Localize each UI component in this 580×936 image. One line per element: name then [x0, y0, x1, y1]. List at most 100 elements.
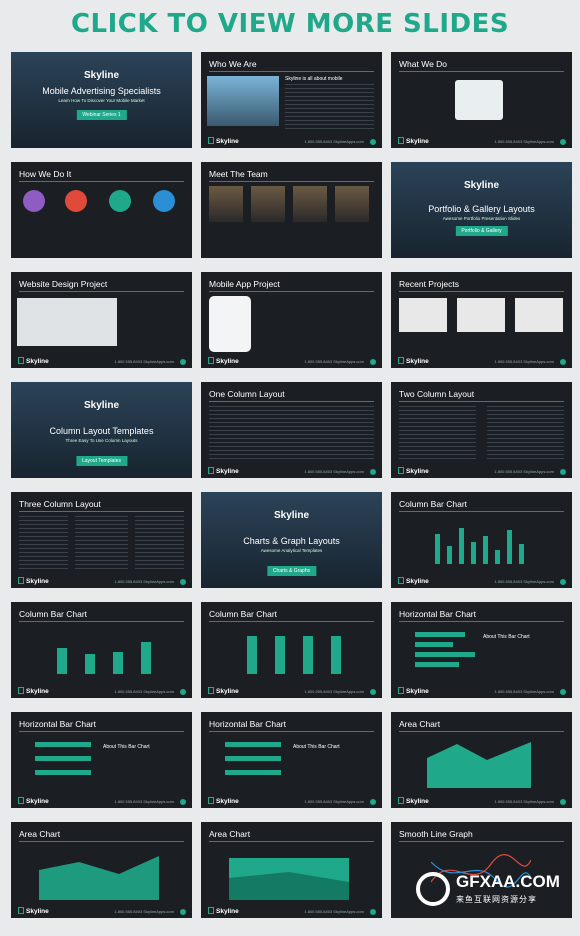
slide-title: Column Bar Chart [209, 609, 278, 619]
slide-meet-the-team[interactable]: Meet The Team [201, 162, 382, 258]
footer-contact: 1.800.555.8403 SkylineApps.com [494, 469, 554, 474]
slide-title: Area Chart [19, 829, 61, 839]
footer-dot [370, 359, 376, 365]
slide-button[interactable]: Charts & Graphs [266, 566, 317, 576]
slide-two-column-layout[interactable]: Two Column Layout Skyline 1.800.555.8403 … [391, 382, 572, 478]
footer-contact: 1.800.555.8403 SkylineApps.com [494, 139, 554, 144]
title-rule [209, 181, 374, 182]
slide-portfolio-gallery[interactable]: Skyline Portfolio & Gallery Layouts Awes… [391, 162, 572, 258]
watermark: GFXAA.COM 来鱼互联网资源分享 [416, 868, 566, 912]
title-rule [19, 511, 184, 512]
chart-bar [225, 756, 281, 761]
slide-area-chart-1[interactable]: Area Chart Skyline 1.800.555.8403 Skyline… [391, 712, 572, 808]
chart-bar [495, 550, 500, 564]
slide-footer: Skyline 1.800.555.8403 SkylineApps.com [391, 465, 572, 478]
footer-contact: 1.800.555.8403 SkylineApps.com [494, 579, 554, 584]
slide-footer: Skyline 1.800.555.8403 SkylineApps.com [201, 795, 382, 808]
chart-about-title: About This Bar Chart [103, 744, 150, 750]
body-text [285, 84, 374, 132]
slide-one-column-layout[interactable]: One Column Layout Skyline 1.800.555.8403 … [201, 382, 382, 478]
title-rule [209, 621, 374, 622]
footer-dot [560, 469, 566, 475]
slide-logo: Skyline [83, 70, 120, 81]
slide-footer: Skyline 1.800.555.8403 SkylineApps.com [391, 685, 572, 698]
phone-image [455, 80, 503, 120]
title-rule [399, 71, 564, 72]
slide-mobile-advertising[interactable]: Skyline Mobile Advertising Specialists L… [11, 52, 192, 148]
slide-area-chart-3[interactable]: Area Chart Skyline 1.800.555.8403 Skyline… [201, 822, 382, 918]
footer-logo: Skyline [398, 357, 429, 365]
footer-dot [180, 359, 186, 365]
chart-bar [331, 636, 341, 674]
slide-title: One Column Layout [209, 389, 285, 399]
line-chart [431, 854, 531, 888]
slide-horizontal-bar-chart-1[interactable]: Horizontal Bar Chart About This Bar Char… [391, 602, 572, 698]
slide-footer: Skyline 1.800.555.8403 SkylineApps.com [391, 355, 572, 368]
chart-bar [57, 648, 67, 674]
chart-bar [459, 528, 464, 564]
chart-bar [471, 542, 476, 564]
slide-horizontal-bar-chart-2[interactable]: Horizontal Bar Chart About This Bar Char… [11, 712, 192, 808]
title-rule [19, 621, 184, 622]
chart-bar [415, 642, 453, 647]
slide-footer: Skyline 1.800.555.8403 SkylineApps.com [201, 465, 382, 478]
chart-bar [519, 544, 524, 564]
footer-logo: Skyline [398, 467, 429, 475]
slide-what-we-do[interactable]: What We Do Skyline 1.800.555.8403 Skyline… [391, 52, 572, 148]
chart-bar [247, 636, 257, 674]
footer-dot [180, 909, 186, 915]
slide-recent-projects[interactable]: Recent Projects Skyline 1.800.555.8403 Sk… [391, 272, 572, 368]
footer-contact: 1.800.555.8403 SkylineApps.com [494, 689, 554, 694]
phone-image [209, 296, 251, 352]
slide-column-layout-templates[interactable]: Skyline Column Layout Templates Three Ea… [11, 382, 192, 478]
area-series [229, 872, 349, 900]
slide-mobile-app-project[interactable]: Mobile App Project Skyline 1.800.555.8403… [201, 272, 382, 368]
slide-column-bar-chart-1[interactable]: Column Bar Chart Skyline 1.800.555.8403 S… [391, 492, 572, 588]
title-rule [209, 291, 374, 292]
footer-dot [370, 139, 376, 145]
footer-dot [560, 359, 566, 365]
slide-smooth-line-graph[interactable]: Smooth Line Graph GFXAA.COM 来鱼互联网资源分享 [391, 822, 572, 918]
chart-bar [415, 632, 465, 637]
slide-title: Column Bar Chart [399, 499, 468, 509]
slide-button[interactable]: Webinar Series 1 [76, 110, 127, 120]
footer-contact: 1.800.555.8403 SkylineApps.com [304, 909, 364, 914]
chart-about-title: About This Bar Chart [293, 744, 340, 750]
slide-column-bar-chart-3[interactable]: Column Bar Chart Skyline 1.800.555.8403 S… [201, 602, 382, 698]
title-rule [399, 841, 564, 842]
footer-logo: Skyline [208, 687, 239, 695]
slide-horizontal-bar-chart-3[interactable]: Horizontal Bar Chart About This Bar Char… [201, 712, 382, 808]
slide-title: Horizontal Bar Chart [399, 609, 477, 619]
slide-website-design-project[interactable]: Website Design Project Skyline 1.800.555.… [11, 272, 192, 368]
footer-logo: Skyline [208, 797, 239, 805]
slide-title: How We Do It [19, 169, 72, 179]
slide-footer: Skyline 1.800.555.8403 SkylineApps.com [391, 575, 572, 588]
slide-button[interactable]: Portfolio & Gallery [455, 226, 508, 236]
footer-logo: Skyline [18, 577, 49, 585]
footer-contact: 1.800.555.8403 SkylineApps.com [114, 689, 174, 694]
slide-area-chart-2[interactable]: Area Chart Skyline 1.800.555.8403 Skyline… [11, 822, 192, 918]
footer-dot [370, 909, 376, 915]
chart-bar [35, 770, 91, 775]
body-text [135, 516, 184, 572]
body-text [75, 516, 128, 572]
footer-contact: 1.800.555.8403 SkylineApps.com [304, 799, 364, 804]
body-text [209, 406, 374, 462]
footer-dot [180, 579, 186, 585]
slide-who-we-are[interactable]: Who We Are Skyline is all about mobile S… [201, 52, 382, 148]
chart-bar [507, 530, 512, 564]
slide-footer: Skyline 1.800.555.8403 SkylineApps.com [11, 685, 192, 698]
slide-column-bar-chart-2[interactable]: Column Bar Chart Skyline 1.800.555.8403 S… [11, 602, 192, 698]
slide-how-we-do-it[interactable]: How We Do It [11, 162, 192, 258]
header-banner[interactable]: CLICK TO VIEW MORE SLIDES [0, 0, 580, 48]
slide-footer: Skyline 1.800.555.8403 SkylineApps.com [201, 905, 382, 918]
slide-button[interactable]: Layout Templates [75, 456, 128, 466]
slide-title: Area Chart [399, 719, 441, 729]
slide-three-column-layout[interactable]: Three Column Layout Skyline 1.800.555.840… [11, 492, 192, 588]
chart-about-title: About This Bar Chart [483, 634, 530, 640]
slide-footer: Skyline 1.800.555.8403 SkylineApps.com [11, 355, 192, 368]
slide-charts-graph-layouts[interactable]: Skyline Charts & Graph Layouts Awesome A… [201, 492, 382, 588]
title-rule [209, 841, 374, 842]
title-rule [19, 841, 184, 842]
chart-bar [35, 742, 91, 747]
